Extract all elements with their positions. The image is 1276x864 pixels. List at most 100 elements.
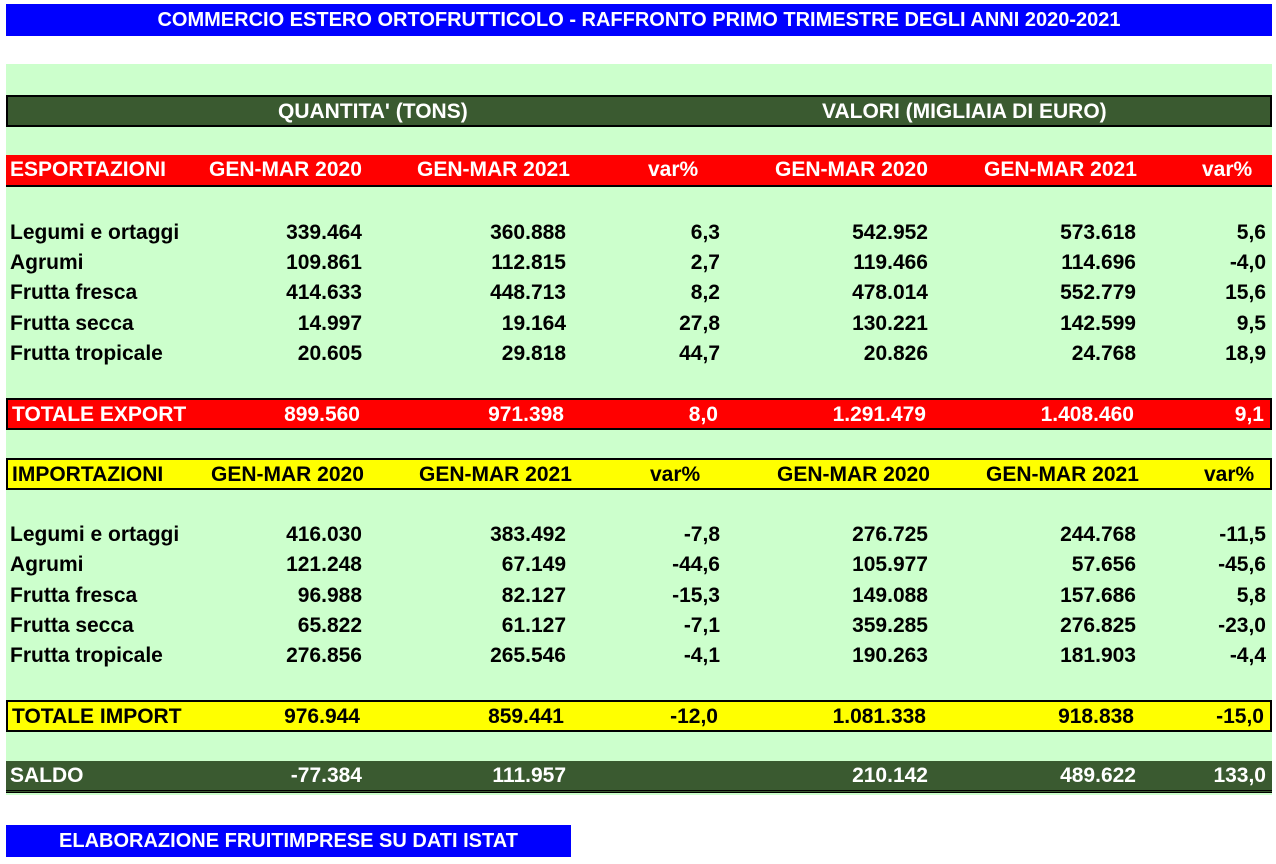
row-label: Frutta fresca (10, 281, 138, 304)
table-cell: 44,7 (679, 342, 720, 365)
table-cell: -44,6 (672, 553, 720, 576)
table-row: Frutta fresca 96.988 82.127 -15,3 149.08… (6, 581, 1272, 611)
table-cell: 244.768 (1060, 523, 1136, 546)
table-cell: 448.713 (490, 281, 566, 304)
saldo-row: SALDO -77.384 111.957 210.142 489.622 13… (6, 761, 1272, 793)
column-header: var% (650, 463, 701, 486)
table-row: Frutta secca 65.822 61.127 -7,1 359.285 … (6, 611, 1272, 641)
row-label: Frutta fresca (10, 584, 138, 607)
table-cell: 24.768 (1071, 342, 1136, 365)
table-cell: 489.622 (1060, 764, 1136, 787)
table-cell: 573.618 (1060, 221, 1136, 244)
table-cell: 121.248 (286, 553, 362, 576)
quantity-header: QUANTITA' (TONS) (278, 100, 468, 123)
table-cell: -4,0 (1229, 251, 1266, 274)
table-row: Agrumi 121.248 67.149 -44,6 105.977 57.6… (6, 550, 1272, 580)
row-label: Frutta secca (10, 312, 134, 335)
row-label: TOTALE IMPORT (12, 705, 182, 728)
column-header: var% (1202, 158, 1253, 181)
column-header: var% (648, 158, 699, 181)
table-cell: -45,6 (1218, 553, 1266, 576)
table-cell: 15,6 (1225, 281, 1266, 304)
table-cell: -77.384 (290, 764, 362, 787)
table-cell: 112.815 (491, 251, 566, 274)
table-cell: 61.127 (501, 614, 566, 637)
table-row: Frutta secca 14.997 19.164 27,8 130.221 … (6, 309, 1272, 339)
source-footer: ELABORAZIONE FRUITIMPRESE SU DATI ISTAT (6, 825, 571, 857)
table-cell: 971.398 (488, 403, 564, 426)
column-header: GEN-MAR 2020 (211, 463, 364, 486)
table-cell: 2,7 (690, 251, 720, 274)
table-cell: 96.988 (297, 584, 362, 607)
table-cell: 18,9 (1225, 342, 1266, 365)
table-cell: 9,5 (1236, 312, 1266, 335)
row-label: Frutta tropicale (10, 644, 163, 667)
table-cell: 65.822 (297, 614, 362, 637)
table-cell: 5,8 (1236, 584, 1266, 607)
table-cell: 339.464 (286, 221, 362, 244)
import-total-row: TOTALE IMPORT 976.944 859.441 -12,0 1.08… (6, 700, 1272, 732)
table-row: Frutta tropicale 276.856 265.546 -4,1 19… (6, 641, 1272, 671)
table-cell: 360.888 (490, 221, 566, 244)
export-total-row: TOTALE EXPORT 899.560 971.398 8,0 1.291.… (6, 398, 1272, 430)
import-header-row: IMPORTAZIONI GEN-MAR 2020 GEN-MAR 2021 v… (6, 458, 1272, 490)
table-cell: 111.957 (492, 764, 566, 787)
table-cell: 1.291.479 (832, 403, 926, 426)
table-cell: 1.408.460 (1040, 403, 1134, 426)
table-cell: 82.127 (501, 584, 566, 607)
table-cell: 1.081.338 (832, 705, 926, 728)
table-cell: 105.977 (852, 553, 928, 576)
table-cell: 383.492 (490, 523, 566, 546)
table-cell: 859.441 (488, 705, 564, 728)
table-cell: 57.656 (1071, 553, 1136, 576)
table-cell: -11,5 (1219, 523, 1266, 546)
row-label: Agrumi (10, 553, 84, 576)
table-cell: 276.825 (1060, 614, 1136, 637)
table-cell: -23,0 (1218, 614, 1266, 637)
table-cell: 190.263 (852, 644, 928, 667)
page-title: COMMERCIO ESTERO ORTOFRUTTICOLO - RAFFRO… (6, 4, 1272, 36)
row-label: SALDO (10, 764, 84, 787)
table-cell: 265.546 (490, 644, 566, 667)
section-header-band: QUANTITA' (TONS) VALORI (MIGLIAIA DI EUR… (6, 95, 1272, 127)
table-cell: -4,1 (683, 644, 720, 667)
row-label: Agrumi (10, 251, 84, 274)
column-header: GEN-MAR 2020 (775, 158, 928, 181)
import-section-label: IMPORTAZIONI (12, 463, 164, 486)
table-cell: -7,1 (683, 614, 720, 637)
table-cell: 20.826 (863, 342, 928, 365)
table-cell: 14.997 (297, 312, 362, 335)
table-cell: 5,6 (1236, 221, 1266, 244)
table-cell: -15,3 (672, 584, 720, 607)
values-header: VALORI (MIGLIAIA DI EURO) (822, 100, 1107, 123)
table-cell: 918.838 (1058, 705, 1134, 728)
table-cell: 130.221 (852, 312, 928, 335)
table-cell: 359.285 (852, 614, 928, 637)
row-label: TOTALE EXPORT (12, 403, 187, 426)
column-header: var% (1204, 463, 1255, 486)
table-row: Legumi e ortaggi 416.030 383.492 -7,8 27… (6, 520, 1272, 550)
table-cell: -4,4 (1229, 644, 1266, 667)
row-label: Legumi e ortaggi (10, 523, 180, 546)
table-cell: 119.466 (853, 251, 928, 274)
export-section-label: ESPORTAZIONI (10, 158, 166, 181)
table-cell: 8,2 (690, 281, 720, 304)
table-cell: 181.903 (1060, 644, 1136, 667)
column-header: GEN-MAR 2020 (777, 463, 930, 486)
table-cell: 276.725 (852, 523, 928, 546)
table-cell: 276.856 (286, 644, 362, 667)
column-header: GEN-MAR 2021 (417, 158, 570, 181)
column-header: GEN-MAR 2021 (984, 158, 1137, 181)
table-cell: 8,0 (688, 403, 718, 426)
table-row: Frutta tropicale 20.605 29.818 44,7 20.8… (6, 339, 1272, 369)
table-cell: 149.088 (852, 584, 928, 607)
table-cell: 19.164 (501, 312, 566, 335)
table-cell: 109.861 (286, 251, 362, 274)
row-label: Frutta tropicale (10, 342, 163, 365)
table-cell: 976.944 (284, 705, 360, 728)
column-header: GEN-MAR 2021 (419, 463, 572, 486)
table-cell: 552.779 (1060, 281, 1136, 304)
table-cell: 27,8 (679, 312, 720, 335)
row-label: Legumi e ortaggi (10, 221, 180, 244)
table-cell: 899.560 (284, 403, 360, 426)
